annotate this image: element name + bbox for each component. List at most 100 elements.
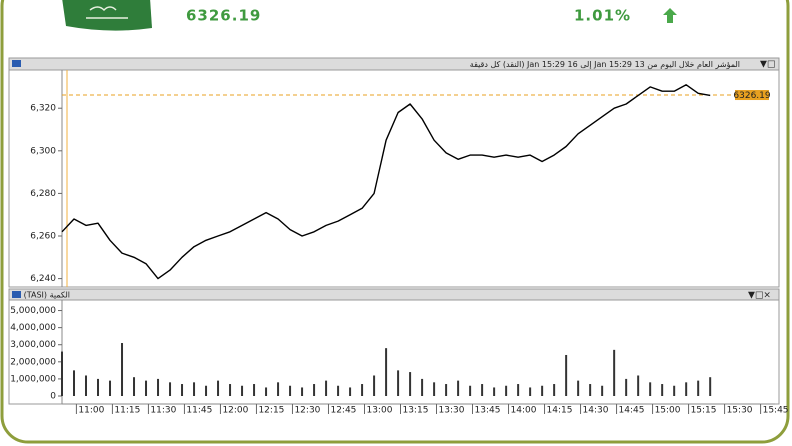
volume-bar bbox=[625, 378, 628, 396]
volume-bar bbox=[85, 375, 88, 396]
x-tick-label: 14:00 bbox=[511, 406, 537, 416]
panel-icon bbox=[12, 291, 21, 298]
volume-bar bbox=[265, 387, 268, 396]
volume-bar bbox=[361, 384, 364, 396]
volume-bar bbox=[145, 380, 148, 396]
x-tick-label: 13:15 bbox=[402, 406, 428, 416]
x-tick-label: 11:15 bbox=[114, 406, 140, 416]
volume-bar bbox=[577, 380, 580, 396]
volume-bar bbox=[529, 387, 532, 396]
panel-controls: ▼□× bbox=[748, 291, 771, 301]
x-tick-label: 11:45 bbox=[186, 406, 212, 416]
x-tick-label: 13:00 bbox=[366, 406, 392, 416]
x-tick-label: 14:30 bbox=[583, 406, 609, 416]
volume-bar bbox=[505, 385, 508, 396]
volume-bar bbox=[445, 384, 448, 396]
volume-bar bbox=[133, 377, 136, 396]
x-tick-label: 12:45 bbox=[330, 406, 356, 416]
panel-icon bbox=[12, 60, 21, 67]
volume-bar bbox=[229, 384, 232, 396]
volume-bar bbox=[325, 380, 328, 396]
volume-bar bbox=[433, 382, 436, 396]
volume-bar bbox=[349, 387, 352, 396]
volume-bar bbox=[421, 378, 424, 396]
panel-controls: ▼□ bbox=[760, 60, 775, 70]
volume-panel-title: الكمية (TASI) bbox=[24, 291, 70, 300]
price-line bbox=[61, 84, 711, 280]
volume-bar bbox=[469, 385, 472, 396]
flag bbox=[62, 0, 152, 31]
y-tick-label: 5,000,000 bbox=[10, 306, 56, 316]
volume-bar bbox=[121, 343, 124, 396]
x-tick-label: 13:30 bbox=[439, 406, 465, 416]
volume-bar bbox=[97, 378, 100, 396]
index-change: 1.01% bbox=[574, 7, 631, 25]
x-tick-label: 14:45 bbox=[619, 406, 645, 416]
volume-bar bbox=[637, 375, 640, 396]
y-tick-label: 6,260 bbox=[30, 232, 56, 242]
x-tick-label: 12:15 bbox=[258, 406, 284, 416]
reference-label-bg bbox=[735, 90, 769, 101]
x-tick-label: 12:30 bbox=[294, 406, 320, 416]
x-tick-label: 11:00 bbox=[78, 406, 104, 416]
volume-bar bbox=[253, 384, 256, 396]
volume-bar bbox=[385, 348, 388, 396]
volume-bar bbox=[301, 387, 304, 396]
volume-bar bbox=[685, 382, 688, 396]
y-tick-label: 0 bbox=[50, 392, 56, 402]
reference-label: 6326.19 bbox=[733, 91, 770, 101]
volume-bar bbox=[241, 385, 244, 396]
index-value: 6326.19 bbox=[186, 7, 261, 25]
x-tick-label: 15:45 bbox=[763, 406, 789, 416]
x-tick-label: 15:00 bbox=[655, 406, 681, 416]
x-tick-label: 14:15 bbox=[547, 406, 573, 416]
volume-bar bbox=[289, 385, 292, 396]
y-tick-label: 3,000,000 bbox=[10, 340, 56, 350]
x-tick-label: 12:00 bbox=[222, 406, 248, 416]
volume-bar bbox=[277, 382, 280, 396]
volume-bar bbox=[673, 385, 676, 396]
volume-bar bbox=[709, 377, 712, 396]
volume-bar bbox=[61, 351, 63, 396]
volume-bar bbox=[589, 384, 592, 396]
y-tick-label: 1,000,000 bbox=[10, 374, 56, 384]
y-tick-label: 2,000,000 bbox=[10, 357, 56, 367]
volume-bar bbox=[337, 385, 340, 396]
volume-bar bbox=[217, 380, 220, 396]
up-arrow bbox=[663, 8, 677, 23]
volume-panel bbox=[8, 288, 780, 405]
volume-bar bbox=[157, 378, 160, 396]
volume-panel-header bbox=[8, 288, 780, 301]
price-panel bbox=[8, 57, 780, 288]
volume-bar bbox=[181, 384, 184, 396]
volume-bar bbox=[649, 382, 652, 396]
volume-bar bbox=[397, 370, 400, 396]
volume-bar bbox=[193, 382, 196, 396]
x-tick-label: 15:15 bbox=[691, 406, 717, 416]
x-tick-label: 11:30 bbox=[150, 406, 176, 416]
volume-bar bbox=[481, 384, 484, 396]
volume-bar bbox=[169, 382, 172, 396]
volume-bar bbox=[661, 384, 664, 396]
y-tick-label: 6,240 bbox=[30, 274, 56, 284]
x-tick-label: 13:45 bbox=[475, 406, 501, 416]
volume-bar bbox=[517, 384, 520, 396]
volume-bar bbox=[457, 380, 460, 396]
volume-bar bbox=[73, 370, 76, 396]
volume-bar bbox=[205, 385, 208, 396]
volume-bar bbox=[373, 375, 376, 396]
volume-bar bbox=[109, 380, 112, 396]
y-tick-label: 6,280 bbox=[30, 189, 56, 199]
volume-bar bbox=[409, 372, 412, 396]
volume-bar bbox=[313, 384, 316, 396]
price-panel-header bbox=[8, 57, 780, 71]
volume-bar bbox=[565, 354, 568, 396]
volume-bar bbox=[493, 387, 496, 396]
volume-bar bbox=[553, 384, 556, 396]
y-tick-label: 6,320 bbox=[30, 104, 56, 114]
volume-bar bbox=[613, 349, 616, 396]
volume-bar bbox=[697, 380, 700, 396]
volume-bar bbox=[601, 385, 604, 396]
price-panel-title: المؤشر العام خلال اليوم من 13 Jan 15:29 … bbox=[470, 60, 740, 70]
